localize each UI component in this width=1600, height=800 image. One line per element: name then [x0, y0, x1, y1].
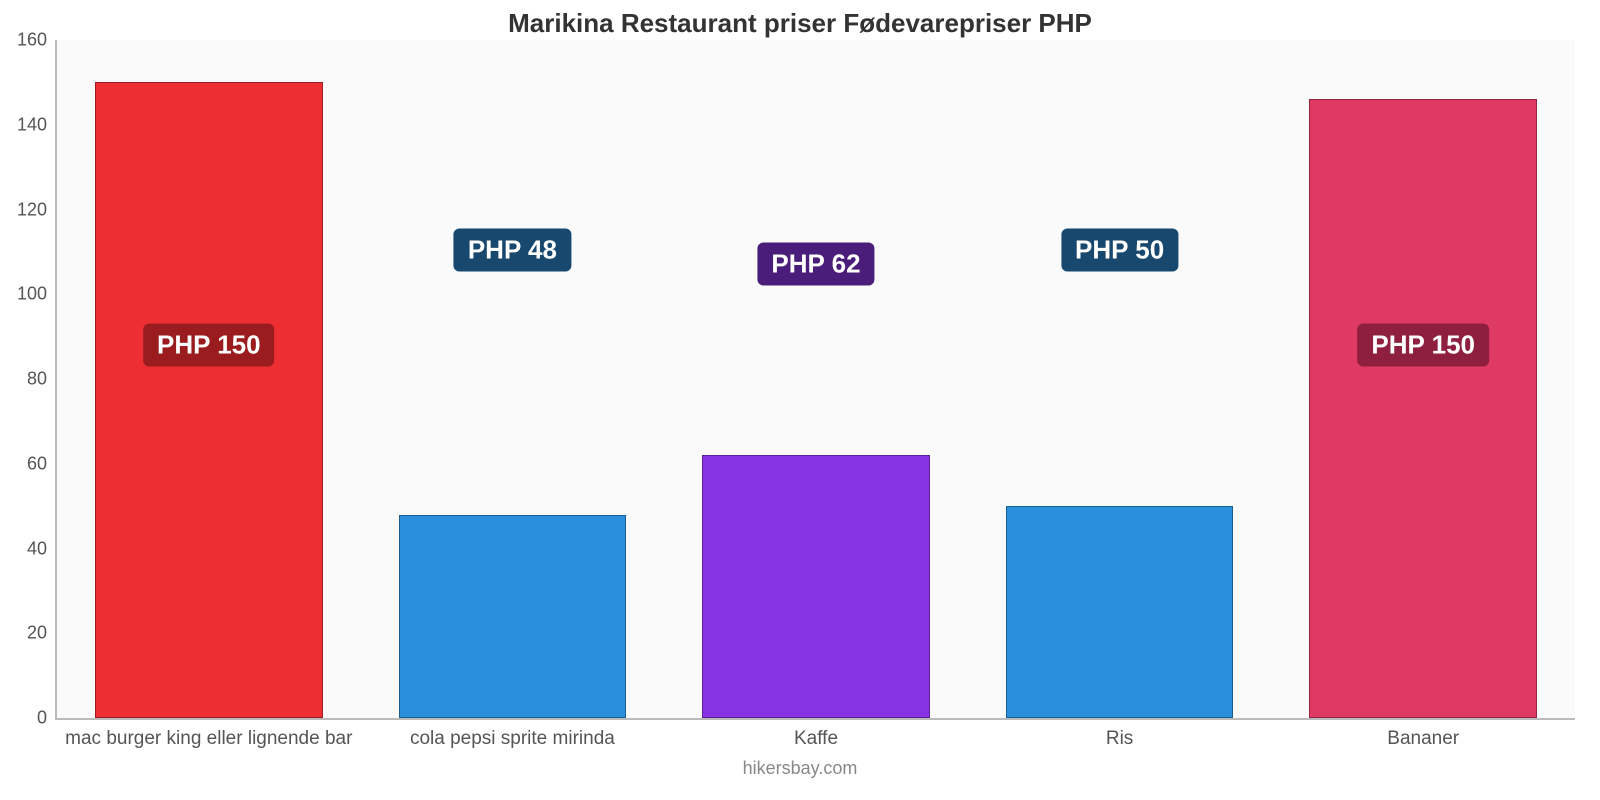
bar — [95, 82, 323, 718]
bar — [702, 455, 930, 718]
bar-chart: 020406080100120140160PHP 150mac burger k… — [55, 40, 1575, 720]
y-tick-label: 60 — [7, 453, 47, 474]
bar — [1006, 506, 1234, 718]
y-tick-label: 20 — [7, 623, 47, 644]
y-tick-label: 160 — [7, 30, 47, 51]
x-tick-label: Ris — [1106, 728, 1133, 750]
chart-footer: hikersbay.com — [0, 758, 1600, 779]
y-tick-label: 40 — [7, 538, 47, 559]
y-tick-label: 0 — [7, 708, 47, 729]
y-tick-label: 80 — [7, 369, 47, 390]
x-tick-label: mac burger king eller lignende bar — [65, 728, 352, 750]
value-badge: PHP 150 — [1357, 324, 1489, 367]
x-tick-label: Kaffe — [794, 728, 838, 750]
value-badge: PHP 150 — [143, 324, 275, 367]
y-tick-label: 140 — [7, 114, 47, 135]
y-tick-label: 120 — [7, 199, 47, 220]
bar — [399, 515, 627, 718]
x-tick-label: cola pepsi sprite mirinda — [410, 728, 615, 750]
x-tick-label: Bananer — [1387, 728, 1459, 750]
value-badge: PHP 50 — [1061, 229, 1178, 272]
bar — [1309, 99, 1537, 718]
chart-title: Marikina Restaurant priser Fødevareprise… — [0, 0, 1600, 39]
y-tick-label: 100 — [7, 284, 47, 305]
value-badge: PHP 62 — [757, 242, 874, 285]
value-badge: PHP 48 — [454, 229, 571, 272]
